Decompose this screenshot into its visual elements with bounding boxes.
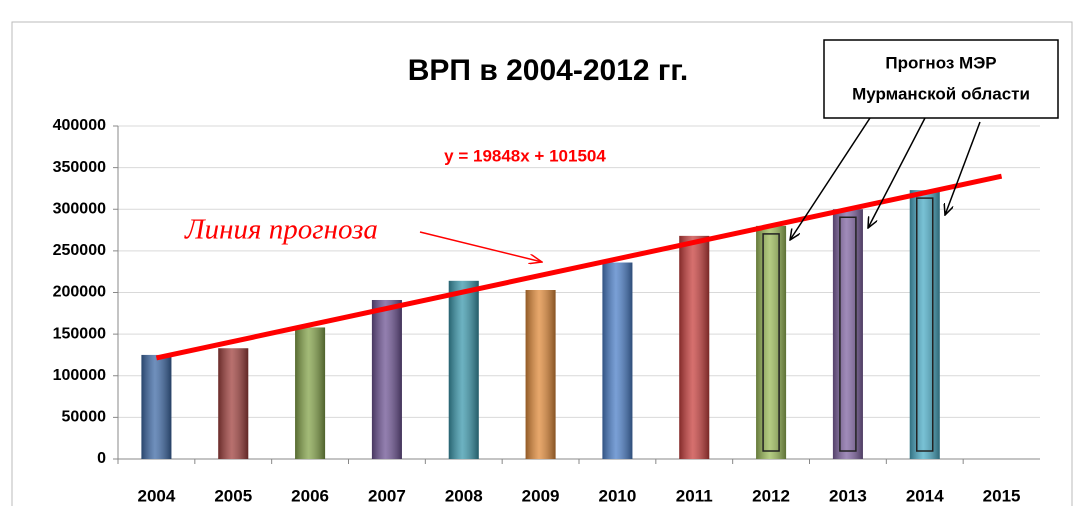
trend-equation: y = 19848x + 101504 xyxy=(444,146,606,165)
y-tick-label: 0 xyxy=(97,450,106,467)
bar-shine xyxy=(602,262,633,459)
forecast-arrow xyxy=(868,117,926,228)
bar-shine xyxy=(218,348,249,459)
x-tick-label: 2006 xyxy=(291,486,329,505)
chart-title: ВРП в 2004-2012 гг. xyxy=(408,54,688,87)
bar-shine xyxy=(832,209,863,459)
forecast-note: Мурманской области xyxy=(852,84,1030,103)
bar-shine xyxy=(448,280,479,459)
bar-inner xyxy=(762,233,780,452)
forecast-arrow xyxy=(945,121,981,215)
y-tick-label: 350000 xyxy=(53,159,106,176)
y-tick-label: 200000 xyxy=(53,284,106,301)
x-tick-label: 2011 xyxy=(676,486,713,505)
forecast-arrow xyxy=(790,117,871,240)
bar-shine xyxy=(679,235,710,459)
y-tick-label: 50000 xyxy=(62,409,107,426)
bar-shine xyxy=(295,327,326,459)
y-tick-label: 150000 xyxy=(53,325,106,342)
y-tick-label: 250000 xyxy=(53,242,106,259)
trend-line xyxy=(155,173,1003,361)
x-tick-label: 2014 xyxy=(906,486,944,505)
x-tick-label: 2015 xyxy=(983,486,1021,505)
bar-shine xyxy=(371,299,402,459)
y-tick-label: 300000 xyxy=(53,200,106,217)
bar-shine xyxy=(756,225,787,459)
x-tick-label: 2013 xyxy=(829,486,867,505)
y-tick-label: 400000 xyxy=(53,117,106,134)
bar-shine xyxy=(909,190,940,460)
bar-shine xyxy=(141,354,172,459)
chart-border xyxy=(11,21,1073,511)
y-tick-label: 100000 xyxy=(53,367,106,384)
x-tick-label: 2007 xyxy=(368,486,406,505)
x-tick-label: 2004 xyxy=(138,486,176,505)
bar-inner xyxy=(916,197,934,452)
annotation-arrow xyxy=(419,231,542,262)
x-tick-label: 2012 xyxy=(752,486,790,505)
x-tick-label: 2005 xyxy=(214,486,252,505)
trend-annotation: Линия прогноза xyxy=(184,214,378,246)
x-tick-label: 2010 xyxy=(599,486,637,505)
x-tick-label: 2008 xyxy=(445,486,483,505)
bar-inner xyxy=(839,216,857,452)
forecast-note: Прогноз МЭР xyxy=(885,53,996,72)
forecast-box xyxy=(823,39,1059,119)
x-tick-label: 2009 xyxy=(522,486,560,505)
bar-shine xyxy=(525,290,556,459)
